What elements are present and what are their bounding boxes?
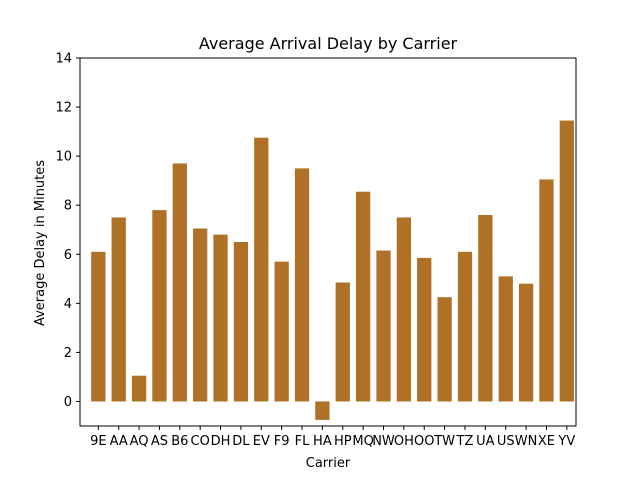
bar-aq <box>131 375 147 402</box>
x-tick-label-oh: OH <box>394 434 414 449</box>
bar-dh <box>213 234 228 402</box>
bar-hp <box>335 282 350 402</box>
chart-title: Average Arrival Delay by Carrier <box>199 34 458 53</box>
bar-xe <box>539 179 554 402</box>
x-tick-label-aq: AQ <box>130 434 149 449</box>
bar-aa <box>111 217 126 402</box>
bar-us <box>498 276 513 402</box>
y-tick-label: 14 <box>55 52 72 67</box>
bar-b6 <box>172 163 187 402</box>
x-tick-label-us: US <box>497 434 515 449</box>
bar-oh <box>396 217 412 402</box>
x-tick-label-tw: TW <box>433 434 455 449</box>
x-tick-label-co: CO <box>191 434 210 449</box>
bar-9e <box>91 251 106 402</box>
x-tick-label-fl: FL <box>295 434 310 449</box>
x-tick-label-xe: XE <box>538 434 555 449</box>
axes-frame <box>79 57 577 427</box>
x-tick-label-wn: WN <box>515 434 538 449</box>
y-tick-label: 6 <box>64 248 72 263</box>
bar-ua <box>478 215 493 402</box>
x-tick-label-yv: YV <box>557 434 575 449</box>
y-tick-label: 2 <box>64 346 72 361</box>
x-tick-label-mq: MQ <box>352 434 373 449</box>
x-tick-label-ua: UA <box>476 434 495 449</box>
x-tick-label-aa: AA <box>110 434 128 449</box>
y-axis-label: Average Delay in Minutes <box>33 160 48 326</box>
x-tick-label-9e: 9E <box>90 434 107 449</box>
bar-ha <box>315 401 330 420</box>
bar-as <box>152 210 167 402</box>
bar-fl <box>294 168 310 402</box>
bar-wn <box>518 283 534 402</box>
x-tick-label-b6: B6 <box>171 434 188 449</box>
y-tick-label: 12 <box>55 101 72 116</box>
plot-area: 0 2 4 6 8 10 12 14 9E AA AQ AS B6 CO DH DL EV F9 FL HA HP MQN… <box>55 52 577 449</box>
bar-dl <box>233 242 249 402</box>
bar-mq <box>356 191 371 402</box>
y-tick-label: 0 <box>64 395 72 410</box>
bar-yv <box>559 120 574 402</box>
x-tick-label-dh: DH <box>211 434 231 449</box>
x-tick-label-nw: NW <box>372 434 395 449</box>
x-tick-label-ha: HA <box>313 434 332 449</box>
bar-ev <box>254 137 269 402</box>
x-tick-label-dl: DL <box>232 434 250 449</box>
x-tick-label-ev: EV <box>253 434 270 449</box>
y-tick-label: 4 <box>64 297 72 312</box>
x-tick-label-hp: HP <box>334 434 352 449</box>
x-tick-label-f9: F9 <box>274 434 290 449</box>
y-tick-label: 8 <box>64 199 72 214</box>
bar-nw <box>376 250 391 402</box>
bar-tw <box>437 297 452 402</box>
y-tick-label: 10 <box>55 150 72 165</box>
bar-co <box>193 228 208 402</box>
x-tick-label-oo: OO <box>414 434 434 449</box>
bar-f9 <box>274 261 289 402</box>
bar-oo <box>417 257 432 402</box>
bar-tz <box>457 251 473 402</box>
x-tick-label-tz: TZ <box>456 434 474 449</box>
x-axis-label: Carrier <box>306 456 351 471</box>
x-tick-label-as: AS <box>151 434 168 449</box>
